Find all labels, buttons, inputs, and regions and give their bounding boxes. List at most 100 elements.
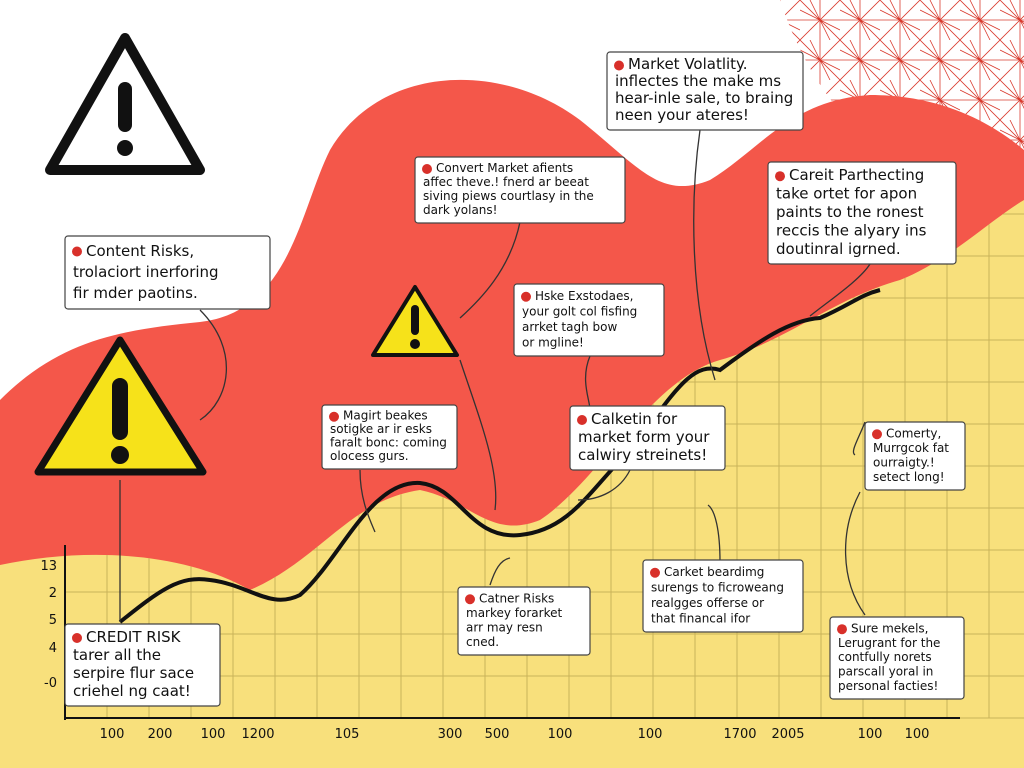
alert-icon xyxy=(521,291,531,302)
alert-icon xyxy=(72,633,82,643)
callout: Market Volatlity.inflectes the make mshe… xyxy=(606,51,804,131)
callout-text: Market Volatlity. xyxy=(628,55,748,73)
callout-text: sotigke ar ir esks xyxy=(330,422,432,436)
callout-text: inflectes the make ms xyxy=(615,72,781,90)
callout-text: Comerty, xyxy=(886,426,941,440)
trend-line xyxy=(118,288,881,624)
alert-icon xyxy=(329,411,339,422)
alert-icon xyxy=(422,164,432,174)
callout-text: arr may resn xyxy=(466,620,543,634)
callouts: Market Volatlity.inflectes the make mshe… xyxy=(64,51,966,707)
callout-box xyxy=(767,161,957,265)
x-axis-label: 100 xyxy=(638,727,663,742)
x-axis-label: 105 xyxy=(335,727,360,742)
callout-box xyxy=(606,51,804,131)
callout-text: reccis the alyary ins xyxy=(776,221,927,239)
callout-text: hear-inle sale, to braing xyxy=(615,89,793,107)
callout-text: faralt bonc: coming xyxy=(330,436,447,450)
x-axis-label: 500 xyxy=(485,727,510,742)
callout-text: Catner Risks xyxy=(479,591,554,605)
callout-text: Murrgcok fat xyxy=(873,441,949,455)
y-axis-label: 4 xyxy=(49,641,57,656)
alert-icon xyxy=(465,594,475,605)
callout-text: arrket tagh bow xyxy=(522,320,617,334)
callout: Hske Exstodaes, your golt col fisfingarrk… xyxy=(513,283,665,357)
callout-text: that financal ifor xyxy=(651,612,750,626)
callout-box xyxy=(64,235,271,310)
callout-text: fir mder paotins. xyxy=(73,284,198,302)
callout-text: trolaciort inerforing xyxy=(73,263,219,281)
callout-text: Carket beardimg xyxy=(664,565,764,579)
connectors xyxy=(119,129,871,622)
callout-text: contfully norets xyxy=(838,650,932,664)
callout-text: Calketin for xyxy=(591,410,678,428)
x-axis-label: 300 xyxy=(438,727,463,742)
x-axis-label: 100 xyxy=(201,727,226,742)
callout-box xyxy=(569,405,726,471)
callout-text: markey forarket xyxy=(466,606,562,620)
x-axis-label: 1200 xyxy=(241,727,274,742)
callout-box xyxy=(414,156,626,224)
callout-text: parscall yoral in xyxy=(838,665,933,679)
callout-text: realgges offerse or xyxy=(651,596,764,610)
y-axis-label: 2 xyxy=(49,586,57,601)
callout-text: neen your ateres! xyxy=(615,106,749,124)
callout-box xyxy=(64,623,221,707)
callout-text: doutinral igrned. xyxy=(776,240,901,258)
axis-labels: 13 2 5 4 -0 100 200 100 1200 105 300 500 100 100 1700 2… xyxy=(40,559,929,742)
callout: Content Risks, trolaciort inerforing fir m… xyxy=(64,235,271,310)
callout-text: Hske Exstodaes, xyxy=(535,289,633,303)
alert-icon xyxy=(72,246,82,257)
callout-box xyxy=(513,283,665,357)
x-axis-label: 100 xyxy=(100,727,125,742)
callout: Carket beardimg surengs to ficroweangreal… xyxy=(642,559,804,633)
y-axis-label: 13 xyxy=(40,559,57,574)
alert-icon xyxy=(775,171,785,182)
callout-text: cned. xyxy=(466,635,499,649)
callout-text: Careit Parthecting xyxy=(789,166,924,184)
callout-text: market form your xyxy=(578,428,710,446)
callout-text: Lerugrant for the xyxy=(838,636,940,650)
alert-icon xyxy=(650,567,660,578)
callout-text: affec theve.! fnerd ar beeat xyxy=(423,175,589,189)
warning-icon xyxy=(45,33,205,175)
alert-icon xyxy=(577,415,587,425)
callout-text: siving piews courtlasy in the xyxy=(423,189,594,203)
x-axis-label: 100 xyxy=(905,727,930,742)
alert-icon xyxy=(837,624,847,635)
callout-text: ourraigty.! xyxy=(873,455,935,469)
x-axis-label: 200 xyxy=(148,727,173,742)
callout-text: or mgline! xyxy=(522,336,584,350)
x-axis-label: 1700 xyxy=(723,727,756,742)
x-axis-label: 100 xyxy=(858,727,883,742)
callout-text: setect long! xyxy=(873,470,945,484)
callout-text: olocess gurs. xyxy=(330,449,409,463)
callout-box xyxy=(864,421,966,491)
warning-icon xyxy=(34,336,207,476)
callout-text: Content Risks, xyxy=(86,242,194,260)
callout-box xyxy=(829,616,965,700)
callout-text: serpire flur sace xyxy=(73,664,194,682)
warning-icon xyxy=(371,285,459,357)
callout-text: criehel ng caat! xyxy=(73,682,191,700)
callout-box xyxy=(642,559,804,633)
y-axis-label: -0 xyxy=(44,676,57,691)
callout-box xyxy=(321,404,458,470)
callout-text: calwiry streinets! xyxy=(578,446,707,464)
y-axis-label: 5 xyxy=(49,613,57,628)
callout-box xyxy=(457,586,591,656)
x-axis-label: 2005 xyxy=(771,727,804,742)
callout-text: your golt col fisfing xyxy=(522,305,637,319)
callout-text: CREDIT RISK xyxy=(86,628,182,646)
callout-text: surengs to ficroweang xyxy=(651,581,784,595)
x-axis-label: 100 xyxy=(548,727,573,742)
callout-text: dark yolans! xyxy=(423,203,497,217)
alert-icon xyxy=(872,429,882,440)
